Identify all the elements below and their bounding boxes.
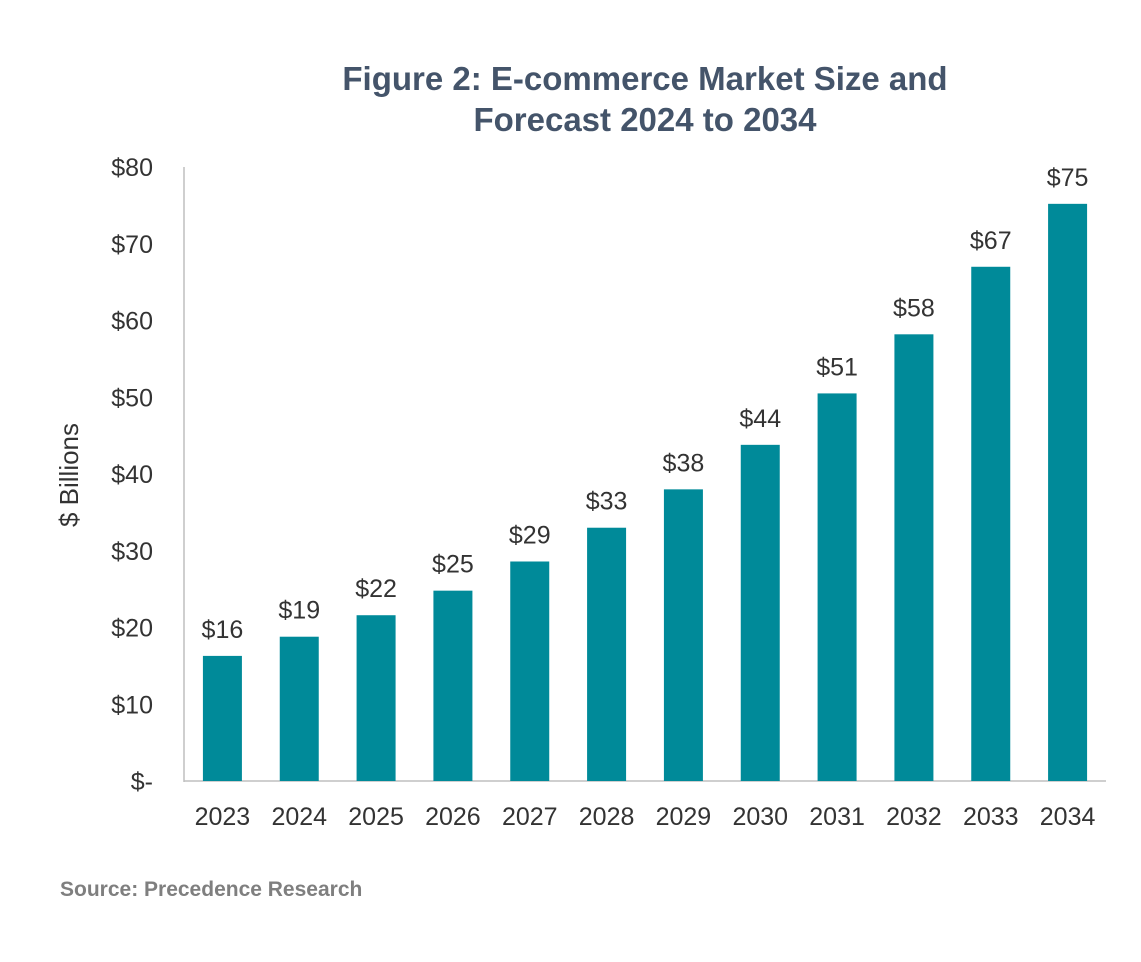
data-label: $58 <box>893 294 935 322</box>
x-tick-label: 2032 <box>886 803 942 831</box>
x-tick-label: 2027 <box>502 803 558 831</box>
data-label: $25 <box>432 551 474 579</box>
y-tick-label: $20 <box>111 615 153 643</box>
data-label: $75 <box>1047 164 1089 192</box>
x-tick-label: 2034 <box>1040 803 1096 831</box>
bar <box>356 615 396 781</box>
bar <box>1048 203 1088 782</box>
x-tick-label: 2024 <box>271 803 327 831</box>
data-label: $67 <box>970 227 1012 255</box>
data-label: $22 <box>355 575 397 603</box>
data-label: $44 <box>739 405 781 433</box>
y-tick-label: $40 <box>111 461 153 489</box>
data-label: $19 <box>278 597 320 625</box>
chart-title-line-1: Figure 2: E-commerce Market Size and <box>342 60 948 97</box>
bar <box>663 489 703 781</box>
x-tick-label: 2026 <box>425 803 481 831</box>
chart-title-line-2: Forecast 2024 to 2034 <box>473 101 817 138</box>
y-tick-label: $50 <box>111 384 153 412</box>
x-tick-label: 2023 <box>195 803 251 831</box>
bar <box>817 393 857 781</box>
x-tick-label: 2031 <box>809 803 865 831</box>
y-tick-label: $80 <box>111 154 153 182</box>
y-tick-label: $30 <box>111 538 153 566</box>
data-label: $33 <box>586 488 628 516</box>
bar <box>510 561 550 781</box>
data-label: $38 <box>663 449 705 477</box>
y-axis-title: $ Billions <box>54 423 84 527</box>
x-tick-label: 2029 <box>656 803 712 831</box>
y-tick-label: $70 <box>111 231 153 259</box>
y-tick-label: $10 <box>111 691 153 719</box>
bar <box>587 527 627 781</box>
source-note: Source: Precedence Research <box>60 878 363 901</box>
x-tick-label: 2025 <box>348 803 404 831</box>
y-tick-label: $60 <box>111 308 153 336</box>
chart-title: Figure 2: E-commerce Market Size and For… <box>230 58 1060 140</box>
x-tick-label: 2028 <box>579 803 635 831</box>
data-label: $29 <box>509 521 551 549</box>
bar <box>740 444 780 781</box>
x-tick-label: 2030 <box>732 803 788 831</box>
bar <box>971 266 1011 781</box>
x-tick-label: 2033 <box>963 803 1019 831</box>
bar <box>279 636 319 781</box>
bar <box>433 590 473 781</box>
y-tick-label: $- <box>131 768 153 796</box>
data-label: $16 <box>202 616 244 644</box>
bar <box>202 655 242 781</box>
data-label: $51 <box>816 353 858 381</box>
bar <box>894 334 934 781</box>
